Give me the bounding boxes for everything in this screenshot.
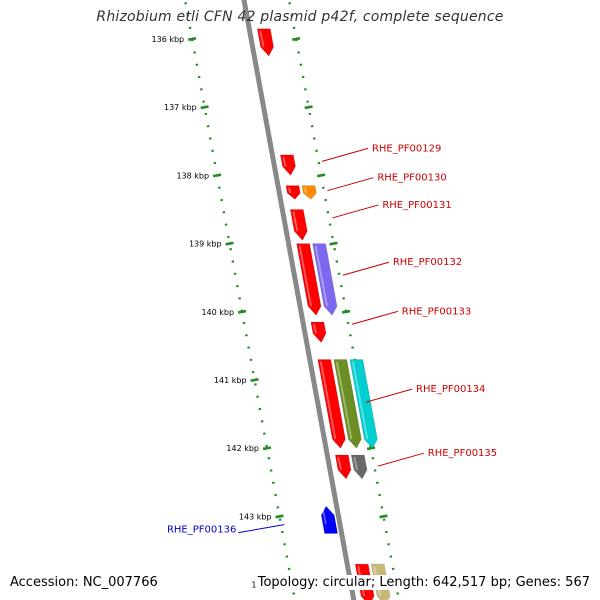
gene-arrow-shine <box>312 323 318 334</box>
label-leader-line <box>342 261 389 276</box>
gene-arrow-f10[interactable] <box>333 359 362 449</box>
gene-arrow-shine <box>288 187 292 194</box>
gene-label[interactable]: RHE_PF00133 <box>402 306 471 317</box>
gene-label[interactable]: RHE_PF00135 <box>428 448 497 459</box>
ruler-major-tick <box>187 37 197 41</box>
gene-label[interactable]: RHE_PF00129 <box>372 143 441 154</box>
ruler-major-tick <box>212 173 222 178</box>
gene-arrow-shine <box>292 211 299 232</box>
guide-major-tick <box>341 309 351 314</box>
gene-arrow-f6[interactable] <box>296 243 322 316</box>
label-leader-line <box>238 524 285 534</box>
gene-arrow-shine <box>353 456 358 471</box>
gene-arrow-f11[interactable] <box>349 359 378 449</box>
map-title: Rhizobium etli CFN 42 plasmid p42f, comp… <box>96 9 504 25</box>
accession-text: Accession: NC_007766 <box>8 575 160 590</box>
label-leader-line <box>365 388 413 403</box>
gene-features <box>256 28 391 600</box>
topology-summary: Topology: circular; Length: 642,517 bp; … <box>255 575 592 590</box>
ruler-major-tick <box>262 446 272 451</box>
gene-arrow-shine <box>319 361 337 440</box>
guide-major-tick <box>304 105 313 110</box>
label-leader-line <box>327 177 374 192</box>
gene-arrow-f4[interactable] <box>301 185 317 200</box>
ruler-major-tick <box>275 514 284 519</box>
gene-arrow-shine <box>351 361 369 440</box>
ruler-major-tick <box>200 105 209 110</box>
label-leader-line <box>351 310 398 325</box>
tick-label: 139 kbp <box>189 240 222 249</box>
label-leader-line <box>332 204 379 219</box>
gene-arrow-f9[interactable] <box>317 359 346 449</box>
gene-arrow-f1[interactable] <box>256 28 274 57</box>
guide-dotted-line <box>287 0 401 600</box>
gene-arrow-f2[interactable] <box>280 154 296 176</box>
ruler-major-tick <box>237 309 247 314</box>
gene-arrow-shine <box>335 361 353 440</box>
gene-label[interactable]: RHE_PF00134 <box>416 384 485 395</box>
gene-arrow-f8[interactable] <box>310 321 327 344</box>
gene-label[interactable]: RHE_PF00130 <box>377 173 446 184</box>
gene-arrow-f12[interactable] <box>334 454 352 480</box>
gene-arrow-f14[interactable] <box>320 505 338 534</box>
tick-label: 140 kbp <box>201 308 234 317</box>
ruler-major-tick <box>225 241 234 246</box>
label-leader-line <box>377 452 424 467</box>
guide-major-tick <box>366 446 376 451</box>
label-leader-line <box>321 147 369 162</box>
tick-label: 138 kbp <box>176 171 209 180</box>
gene-arrow-f13[interactable] <box>350 454 368 480</box>
gene-label[interactable]: RHE_PF00136 <box>167 525 236 536</box>
gene-label[interactable]: RHE_PF00131 <box>382 200 451 211</box>
tick-label: 137 kbp <box>164 103 197 112</box>
gene-arrow-shine <box>282 156 287 167</box>
gene-arrow-shine <box>298 245 313 307</box>
tick-label: 142 kbp <box>226 444 259 453</box>
gene-arrow-f3[interactable] <box>285 185 301 200</box>
gene-arrow-shine <box>337 456 342 471</box>
gene-arrow-shine <box>259 30 265 48</box>
tick-label: 136 kbp <box>152 35 185 44</box>
guide-major-tick <box>379 514 388 519</box>
guide-major-tick <box>291 37 301 41</box>
gene-arrow-shine <box>304 187 308 194</box>
tick-label: 143 kbp <box>239 512 272 521</box>
tick-label: 141 kbp <box>214 376 247 385</box>
guide-major-tick <box>316 173 326 178</box>
gene-arrow-f7[interactable] <box>312 243 338 316</box>
gene-labels: RHE_PF00129 RHE_PF00130 RHE_PF00131 RHE_PF0… <box>167 143 497 535</box>
gene-arrow-shine <box>321 507 327 525</box>
ruler-major-tick <box>250 378 259 382</box>
sequence-backbone <box>241 0 357 600</box>
gene-label[interactable]: RHE_PF00132 <box>393 257 462 268</box>
ruler-minor-ticks <box>183 0 297 600</box>
guide-major-tick <box>329 241 338 246</box>
kbp-ruler: 136 kbp 137 kbp 138 kbp 139 kbp 140 kbp 141 k… <box>152 0 401 600</box>
backbone-line <box>241 0 357 600</box>
gene-arrow-f5[interactable] <box>289 209 308 241</box>
gene-arrow-shine <box>314 245 329 307</box>
